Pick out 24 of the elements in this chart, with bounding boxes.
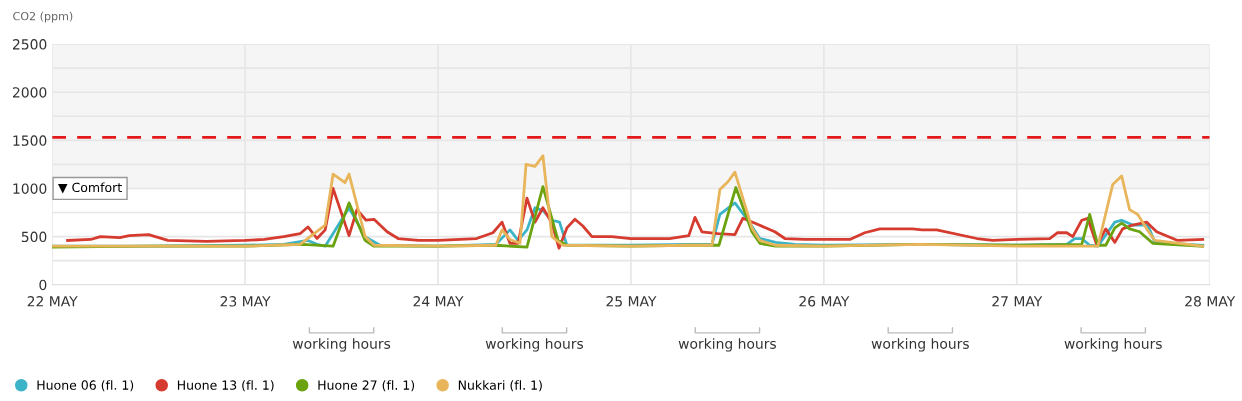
text: working hours [1064, 338, 1162, 352]
y-tick-label: 2500 [12, 39, 47, 50]
x-tick-label: 28 MAY [1185, 296, 1236, 307]
x-tick-label: 25 MAY [606, 296, 657, 307]
legend-label: Huone 13 (fl. 1) [177, 380, 274, 392]
x-tick-label: 22 MAY [27, 296, 78, 307]
x-tick-label: 26 MAY [799, 296, 850, 307]
x-tick-label: 24 MAY [413, 296, 464, 307]
legend-label: Huone 27 (fl. 1) [318, 380, 415, 392]
y-tick-label: 0 [39, 279, 47, 291]
text: working hours [485, 338, 584, 352]
text: working hours [678, 338, 776, 352]
y-tick-label: 1500 [13, 135, 47, 146]
y-tick-label: 2000 [12, 87, 47, 98]
band-label: ▼ Comfort [57, 182, 122, 194]
x-tick-label: 27 MAY [992, 296, 1043, 307]
y-axis-title: CO2 (ppm) [13, 11, 73, 23]
legend-label: Huone 06 (fl. 1) [37, 380, 134, 392]
y-tick-label: 1000 [13, 183, 47, 194]
legend-label: Nukkari (fl. 1) [458, 380, 542, 392]
y-tick-label: 500 [21, 231, 47, 243]
text: working hours [292, 338, 391, 352]
text: working hours [871, 338, 969, 352]
x-tick-label: 23 MAY [220, 296, 271, 307]
